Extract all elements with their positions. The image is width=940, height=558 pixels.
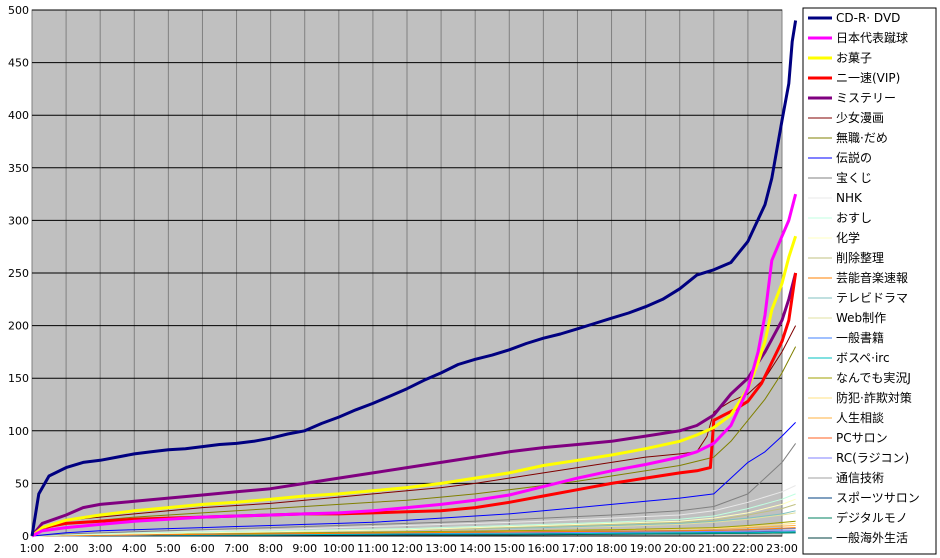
x-tick-label: 21:00: [698, 542, 730, 555]
y-tick-label: 200: [8, 320, 29, 333]
legend-label: デジタルモノ: [836, 510, 908, 525]
x-tick-label: 17:00: [562, 542, 594, 555]
legend-label: RC(ラジコン): [836, 451, 909, 465]
x-tick-label: 9:00: [292, 542, 317, 555]
legend-label: なんでも実況J: [836, 370, 911, 385]
legend-label: ミステリー: [836, 91, 896, 105]
series-line-13: [31, 527, 796, 537]
x-tick-label: 22:00: [732, 542, 764, 555]
legend-label: CD-R· DVD: [836, 11, 900, 25]
y-tick-label: 500: [8, 4, 29, 17]
y-tick-label: 50: [15, 477, 29, 490]
series-line-8: [31, 443, 797, 537]
y-tick-label: 250: [8, 267, 29, 280]
legend-label: テレビドラマ: [836, 291, 908, 305]
legend-label: 一般書籍: [836, 330, 884, 345]
y-tick-label: 350: [8, 162, 29, 175]
legend-label: お菓子: [836, 51, 872, 65]
x-tick-label: 14:00: [459, 542, 491, 555]
series-line-1: [31, 193, 798, 538]
y-tick-label: 150: [8, 372, 29, 385]
legend-label: 一般海外生活: [836, 530, 908, 545]
series-line-4: [30, 272, 798, 537]
y-tick-label: 300: [8, 214, 29, 227]
x-tick-label: 3:00: [88, 542, 113, 555]
x-tick-label: 13:00: [425, 542, 457, 555]
legend-label: 少女漫画: [836, 110, 884, 125]
legend-label: 宝くじ: [836, 171, 872, 185]
x-tick-label: 23:00: [766, 542, 798, 555]
series-line-7: [31, 422, 796, 537]
legend-label: 芸能音楽速報: [836, 270, 908, 285]
legend-label: 削除整理: [836, 250, 884, 265]
legend-label: 人生相談: [836, 410, 884, 425]
legend-label: Web制作: [836, 311, 886, 325]
x-tick-label: 19:00: [630, 542, 662, 555]
legend-label: ボスペ·irc: [836, 351, 890, 365]
legend-label: ニ一速(VIP): [836, 71, 900, 85]
legend-label: 通信技術: [836, 471, 884, 485]
x-tick-label: 4:00: [122, 542, 147, 555]
x-tick-label: 8:00: [258, 542, 283, 555]
y-tick-label: 0: [22, 530, 29, 543]
legend-label: 無職·だめ: [836, 130, 888, 145]
y-tick-label: 100: [8, 425, 29, 438]
legend-label: PCサロン: [836, 431, 888, 445]
legend-label: 日本代表蹴球: [836, 31, 908, 45]
legend-label: 化学: [836, 230, 860, 245]
y-axis-ticks: 0 50 100 150 200 250 300 350 400 450 500: [8, 4, 29, 543]
legend-label: 伝説の: [836, 150, 872, 165]
y-tick-label: 400: [8, 109, 29, 122]
x-tick-label: 1:00: [20, 542, 45, 555]
x-tick-label: 5:00: [156, 542, 181, 555]
x-tick-label: 2:00: [54, 542, 79, 555]
x-tick-label: 6:00: [190, 542, 215, 555]
series-lines: [30, 20, 798, 538]
x-tick-label: 15:00: [493, 542, 525, 555]
x-tick-label: 20:00: [664, 542, 696, 555]
x-tick-label: 7:00: [224, 542, 249, 555]
legend-label: 防犯·詐欺対策: [836, 390, 912, 405]
y-tick-label: 450: [8, 57, 29, 70]
x-axis-ticks: 1:00 2:00 3:00 4:00 5:00 6:00 7:00 8:00 9:00 10:0…: [20, 542, 798, 555]
series-line-10: [31, 493, 796, 537]
legend-label: NHK: [836, 191, 863, 205]
legend-label: おすし: [836, 211, 872, 225]
series-line-0: [30, 20, 798, 537]
x-tick-label: 11:00: [357, 542, 389, 555]
x-tick-label: 12:00: [391, 542, 423, 555]
x-tick-label: 18:00: [596, 542, 628, 555]
series-line-2: [31, 235, 798, 538]
legend-label: スポーツサロン: [836, 491, 920, 505]
series-line-11: [31, 498, 796, 537]
series-line-6: [31, 346, 797, 537]
x-tick-label: 16:00: [528, 542, 560, 555]
x-tick-label: 10:00: [323, 542, 355, 555]
